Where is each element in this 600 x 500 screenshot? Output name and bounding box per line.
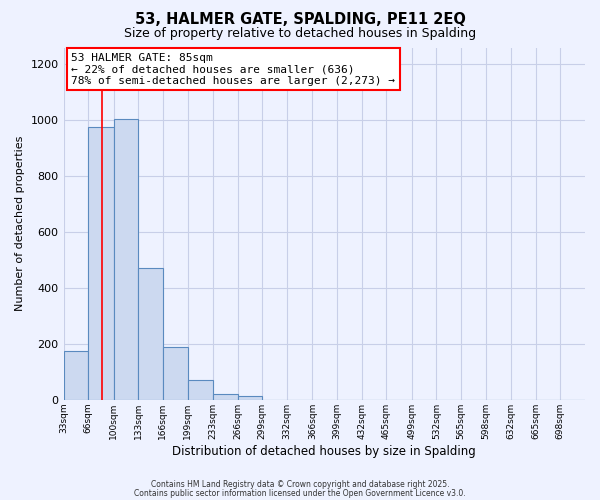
Bar xyxy=(88,127,113,400)
Text: Contains HM Land Registry data © Crown copyright and database right 2025.: Contains HM Land Registry data © Crown c… xyxy=(151,480,449,489)
Text: 53 HALMER GATE: 85sqm
← 22% of detached houses are smaller (636)
78% of semi-det: 53 HALMER GATE: 85sqm ← 22% of detached … xyxy=(71,53,395,86)
Bar xyxy=(213,394,238,400)
Text: 53, HALMER GATE, SPALDING, PE11 2EQ: 53, HALMER GATE, SPALDING, PE11 2EQ xyxy=(134,12,466,28)
Text: Contains public sector information licensed under the Open Government Licence v3: Contains public sector information licen… xyxy=(134,488,466,498)
Bar xyxy=(163,346,188,400)
Bar xyxy=(138,268,163,400)
Bar xyxy=(64,351,88,400)
X-axis label: Distribution of detached houses by size in Spalding: Distribution of detached houses by size … xyxy=(172,444,476,458)
Bar xyxy=(113,119,138,400)
Text: Size of property relative to detached houses in Spalding: Size of property relative to detached ho… xyxy=(124,28,476,40)
Bar xyxy=(238,396,262,400)
Y-axis label: Number of detached properties: Number of detached properties xyxy=(15,136,25,312)
Bar xyxy=(188,380,213,400)
